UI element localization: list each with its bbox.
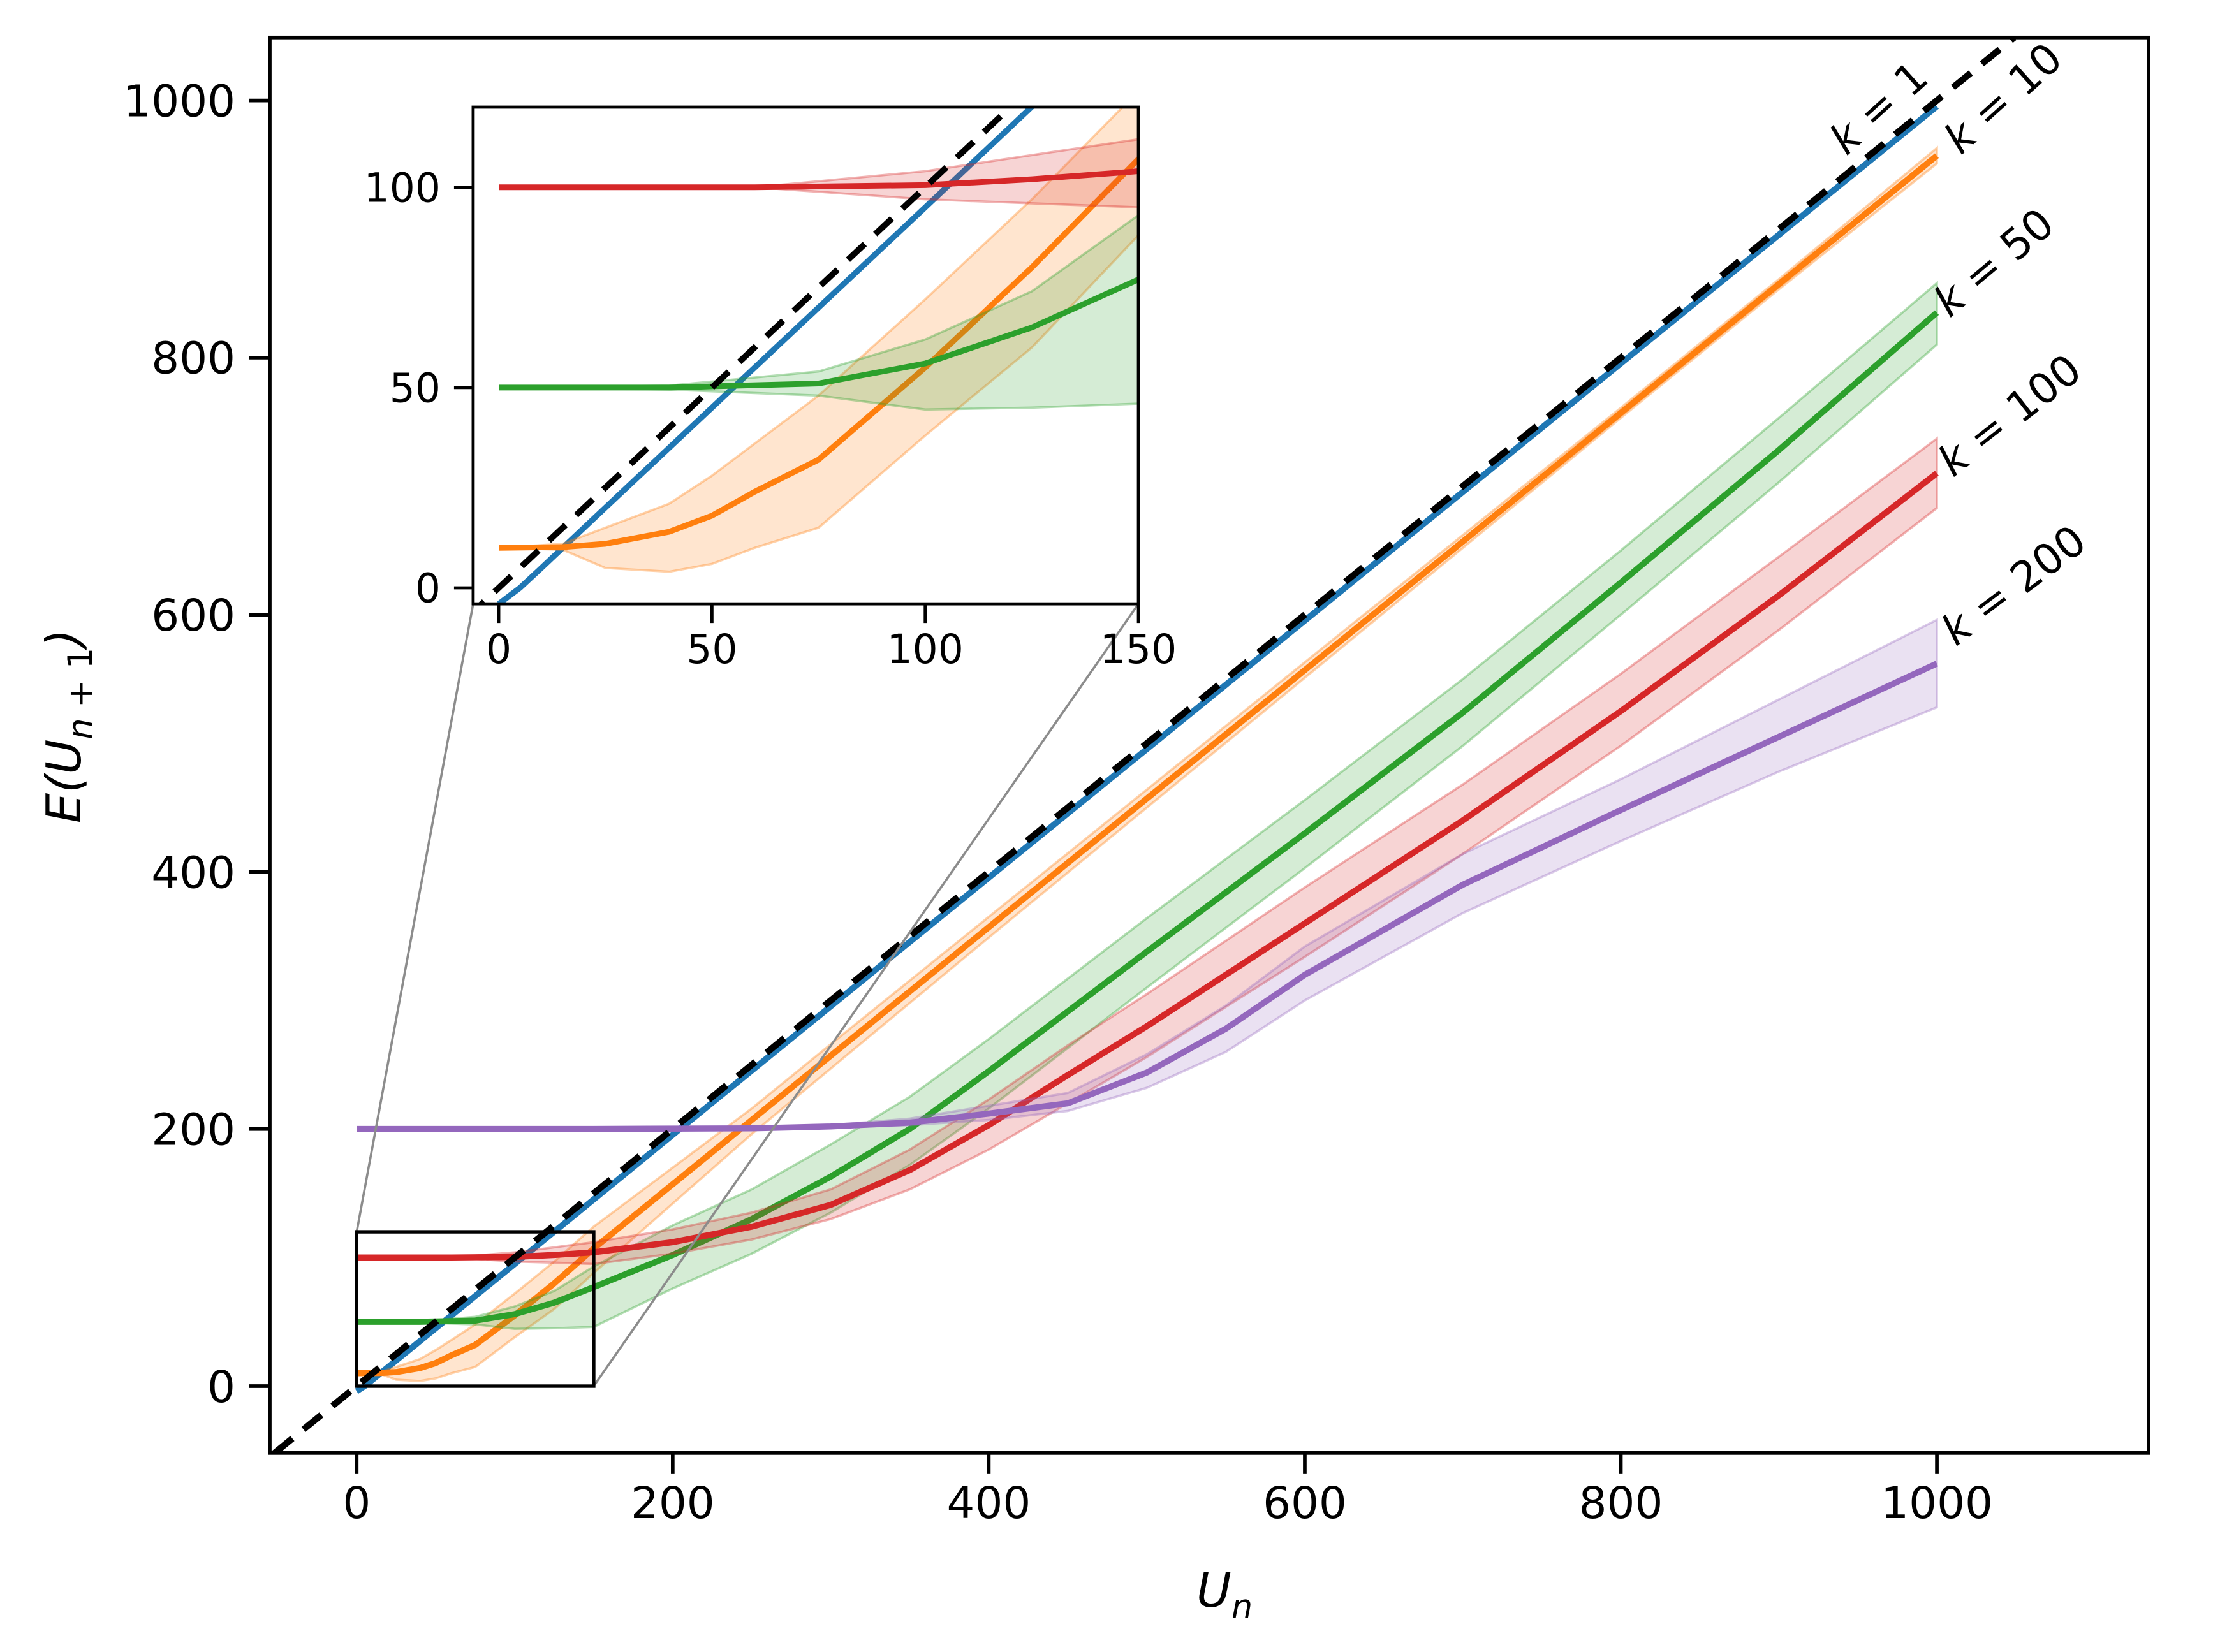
main-y-tick-label: 400 bbox=[151, 847, 235, 898]
confidence-band-k-10-inset bbox=[499, 107, 1139, 573]
series-k-1 bbox=[355, 104, 1939, 1394]
inset-x-tick-label: 150 bbox=[1100, 626, 1177, 673]
inset-connector-right bbox=[592, 603, 1140, 1387]
main-x-tick-label: 0 bbox=[342, 1478, 371, 1529]
inset-y-tick-label: 100 bbox=[364, 164, 441, 211]
main-x-tick-label: 800 bbox=[1579, 1478, 1663, 1529]
inset-x-tick-label: 50 bbox=[686, 626, 737, 673]
series-line-k-1 bbox=[355, 104, 1939, 1394]
main-axes: 0 200 400 600 800 100002004006008001000UnE(Un… bbox=[36, 35, 2150, 1626]
y-axis-label: E(Un + 1) bbox=[36, 629, 100, 823]
confidence-band-k-100-inset bbox=[499, 138, 1139, 209]
inset-axes: 0 50 100 150 0 50 100 bbox=[364, 105, 1177, 673]
inset-y-tick-label: 50 bbox=[390, 365, 441, 412]
main-y-tick-label: 0 bbox=[207, 1362, 235, 1413]
inset-x-tick-label: 0 bbox=[486, 626, 511, 673]
series-k-10 bbox=[357, 145, 1939, 1382]
series-line-k-50 bbox=[357, 310, 1939, 1325]
zoom-indicator-overlay bbox=[355, 603, 1140, 1388]
series-line-k-50-inset bbox=[499, 276, 1139, 391]
x-axis-label: Un bbox=[1196, 1562, 1253, 1626]
inset-spines bbox=[471, 105, 1140, 606]
series-line-k-100 bbox=[357, 471, 1939, 1261]
series-line-k-10 bbox=[357, 153, 1939, 1377]
series-k-100 bbox=[357, 436, 1939, 1266]
confidence-band-k-50-inset bbox=[499, 214, 1139, 411]
main-y-tick-label: 800 bbox=[151, 333, 235, 384]
inset-x-tick-label: 100 bbox=[887, 626, 964, 673]
series-k-100-inset bbox=[499, 138, 1139, 209]
series-line-k-1-inset bbox=[497, 107, 1036, 604]
series-line-k-10-inset bbox=[499, 155, 1139, 551]
main-x-tick-label: 400 bbox=[947, 1478, 1031, 1529]
main-x-tick-label: 200 bbox=[631, 1478, 715, 1529]
main-spines bbox=[268, 35, 2150, 1455]
series-line-k-100-inset bbox=[499, 168, 1139, 191]
inset-plot-area bbox=[477, 107, 1139, 604]
series-k-50-inset bbox=[499, 214, 1139, 411]
series-line-k-200 bbox=[357, 661, 1939, 1132]
main-plot-area bbox=[272, 37, 2017, 1453]
diagonal-identity bbox=[272, 37, 2017, 1453]
series-k-200 bbox=[357, 618, 1939, 1132]
main-y-tick-label: 600 bbox=[151, 590, 235, 641]
main-y-tick-label: 200 bbox=[151, 1105, 235, 1156]
main-y-tick-label: 1000 bbox=[123, 76, 235, 127]
main-x-tick-label: 600 bbox=[1263, 1478, 1347, 1529]
inset-connector-left bbox=[355, 603, 474, 1232]
main-x-tick-label: 1000 bbox=[1881, 1478, 1993, 1529]
series-k-10-inset bbox=[499, 107, 1139, 573]
zoom-region-rect bbox=[355, 1230, 596, 1388]
inset-y-tick-label: 0 bbox=[415, 566, 441, 612]
series-k-1-inset bbox=[497, 107, 1036, 604]
